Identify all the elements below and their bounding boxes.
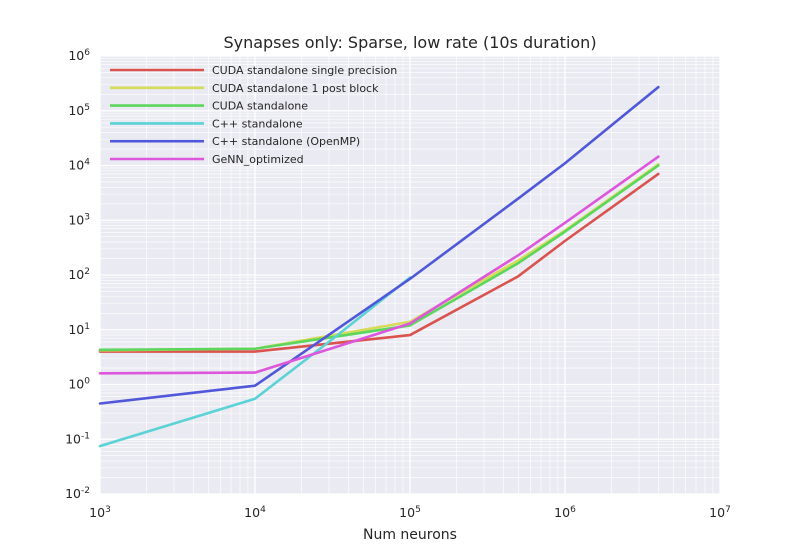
series-line-5 [98, 155, 660, 375]
y-tick-label: 100 [68, 377, 90, 392]
series-line-4 [98, 85, 660, 405]
legend-label: CUDA standalone 1 post block [212, 82, 379, 95]
x-tick-label: 105 [399, 505, 421, 520]
x-axis-ticks: 103 104 105 106 107 [89, 505, 731, 520]
y-tick-label: 10-2 [65, 486, 90, 501]
series-line-2 [98, 164, 660, 352]
x-tick-label: 104 [244, 505, 266, 520]
legend-label: C++ standalone [212, 117, 303, 130]
y-tick-label: 101 [68, 322, 90, 337]
series-line-0 [98, 172, 660, 353]
legend-label: CUDA standalone [212, 100, 308, 113]
x-axis-label: Num neurons [363, 527, 457, 543]
series-line-3 [98, 276, 412, 448]
y-axis-ticks: 10-2 10-1 100 101 102 103 104 105 106 [65, 48, 90, 501]
y-tick-label: 104 [68, 158, 90, 173]
chart-title: Synapses only: Sparse, low rate (10s dur… [223, 33, 596, 52]
x-tick-label: 107 [709, 505, 731, 520]
legend-label: CUDA standalone single precision [212, 64, 397, 77]
y-tick-label: 10-1 [65, 431, 90, 446]
legend-label: C++ standalone (OpenMP) [212, 135, 360, 148]
y-tick-label: 102 [68, 267, 90, 282]
legend: CUDA standalone single precision CUDA sta… [110, 64, 397, 166]
y-tick-label: 106 [68, 48, 90, 63]
x-tick-label: 103 [89, 505, 111, 520]
major-gridlines [99, 55, 721, 495]
y-tick-label: 105 [68, 103, 90, 118]
legend-label: GeNN_optimized [212, 153, 304, 166]
series-lines [98, 85, 660, 448]
y-tick-label: 103 [68, 212, 90, 227]
x-tick-label: 106 [554, 505, 576, 520]
